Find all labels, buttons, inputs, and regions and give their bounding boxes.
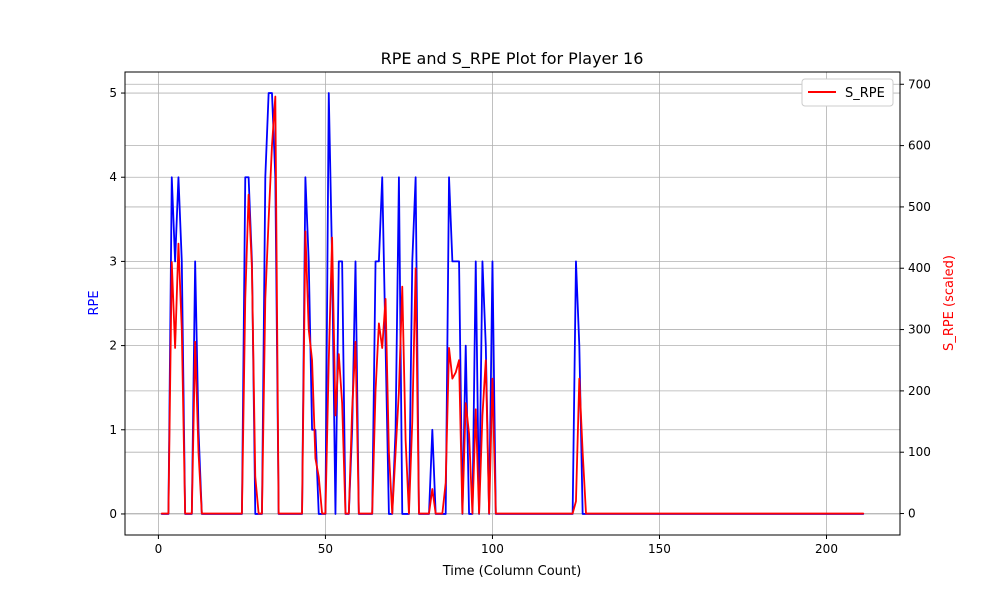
plot-area-frame (124, 71, 901, 536)
y-axis-label: RPE (87, 290, 102, 315)
y2-tick-label: 100 (908, 445, 931, 459)
legend-s-rpe-label: S_RPE (845, 86, 885, 101)
x-tick-label: 150 (648, 542, 671, 556)
y2-tick-label: 300 (908, 323, 931, 337)
x-tick-label: 100 (481, 542, 504, 556)
y2-tick-label: 600 (908, 139, 931, 153)
legend-box (801, 78, 894, 107)
x-tick-label: 50 (318, 542, 333, 556)
series-line-s-rpe (160, 95, 865, 515)
x-axis-ticks: 0 50 100 150 200 (155, 535, 838, 556)
y-tick-label: 4 (109, 170, 117, 184)
series-line-rpe (160, 92, 865, 515)
y-tick-label: 0 (109, 507, 117, 521)
y2-tick-label: 400 (908, 261, 931, 275)
y-tick-label: 1 (109, 423, 117, 437)
y2-axis-label: S_RPE (scaled) (942, 255, 957, 351)
chart-title: RPE and S_RPE Plot for Player 16 (381, 49, 644, 69)
y-tick-label: 3 (109, 254, 117, 268)
y2-tick-label: 200 (908, 384, 931, 398)
grid-lines (125, 72, 900, 535)
y-tick-label: 5 (109, 86, 117, 100)
y2-tick-label: 700 (908, 77, 931, 91)
y-tick-label: 2 (109, 339, 117, 353)
right-axis-ticks: 0 100 200 300 400 500 600 700 (900, 77, 931, 521)
y2-tick-label: 500 (908, 200, 931, 214)
left-axis-ticks: 0 1 2 3 4 5 (109, 86, 125, 521)
series-lines (160, 92, 865, 515)
y2-tick-label: 0 (908, 507, 916, 521)
x-tick-label: 200 (815, 542, 838, 556)
x-tick-label: 0 (155, 542, 163, 556)
legend: S_RPE (801, 78, 894, 107)
x-axis-label: Time (Column Count) (442, 564, 582, 579)
